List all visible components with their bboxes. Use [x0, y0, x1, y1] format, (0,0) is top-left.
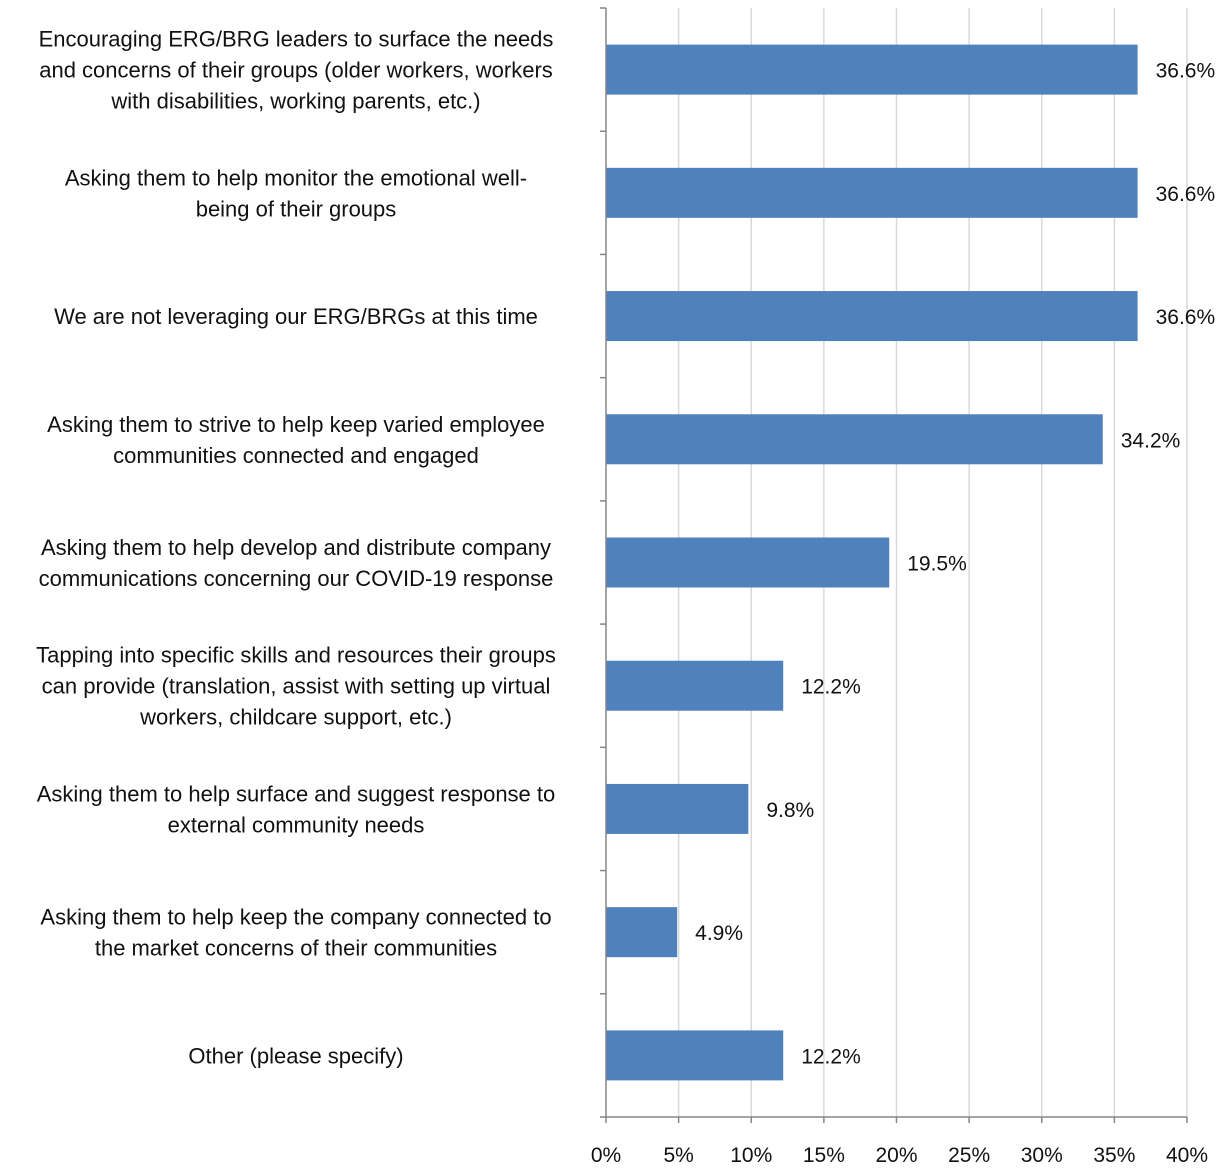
- category-label-7: Asking them to help keep the company con…: [40, 905, 551, 961]
- bar-4: [606, 537, 890, 588]
- x-tick-label-3: 15%: [803, 1144, 845, 1167]
- data-label-6: 9.8%: [766, 799, 814, 822]
- category-label-0: Encouraging ERG/BRG leaders to surface t…: [39, 27, 554, 114]
- x-tick-label-5: 25%: [948, 1144, 990, 1167]
- bar-6: [606, 783, 749, 834]
- axes: [600, 7, 1188, 1123]
- x-tick-label-4: 20%: [875, 1144, 917, 1167]
- x-tick-label-1: 5%: [663, 1144, 693, 1167]
- x-tick-label-2: 10%: [730, 1144, 772, 1167]
- category-label-5: Tapping into specific skills and resourc…: [36, 643, 556, 730]
- category-label-3: Asking them to strive to help keep varie…: [47, 412, 545, 468]
- bar-0: [606, 44, 1138, 95]
- category-label-1: Asking them to help monitor the emotiona…: [65, 165, 527, 221]
- data-label-1: 36.6%: [1156, 183, 1216, 206]
- bars: [606, 44, 1138, 1081]
- category-label-4: Asking them to help develop and distribu…: [39, 535, 554, 591]
- category-label-8: Other (please specify): [188, 1043, 403, 1068]
- bar-5: [606, 660, 784, 711]
- data-label-5: 12.2%: [801, 676, 861, 699]
- data-label-3: 34.2%: [1121, 429, 1181, 452]
- bar-2: [606, 291, 1138, 342]
- data-label-0: 36.6%: [1156, 60, 1216, 83]
- bar-3: [606, 414, 1103, 465]
- x-tick-label-8: 40%: [1166, 1144, 1208, 1167]
- bar-1: [606, 167, 1138, 218]
- x-tick-label-0: 0%: [591, 1144, 621, 1167]
- x-tick-label-7: 35%: [1093, 1144, 1135, 1167]
- labels: 0% 5% 10% 15% 20% 25% 30% 35% 40% Encouraging ERG…: [36, 27, 1215, 1167]
- category-label-6: Asking them to help surface and suggest …: [37, 781, 556, 837]
- x-tick-label-6: 30%: [1021, 1144, 1063, 1167]
- data-label-4: 19.5%: [907, 553, 967, 576]
- data-label-8: 12.2%: [801, 1045, 861, 1068]
- category-label-2: We are not leveraging our ERG/BRGs at th…: [54, 304, 538, 329]
- data-label-2: 36.6%: [1156, 306, 1216, 329]
- bar-7: [606, 907, 678, 958]
- data-label-7: 4.9%: [695, 922, 743, 945]
- bar-8: [606, 1030, 784, 1081]
